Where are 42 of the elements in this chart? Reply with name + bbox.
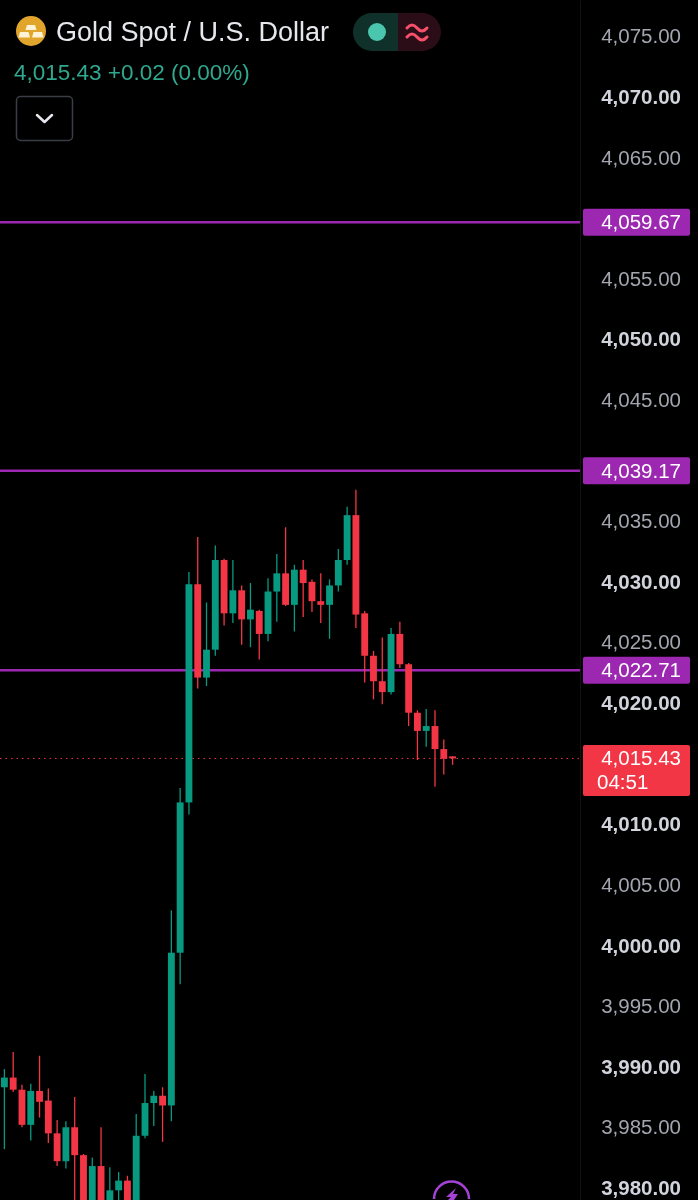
candlestick bbox=[159, 1086, 166, 1143]
y-tick-label: 4,005.00 bbox=[601, 872, 681, 896]
y-tick-label: 4,045.00 bbox=[601, 388, 681, 412]
candlestick bbox=[9, 1051, 17, 1093]
ref-line-label: 4,015.43 bbox=[601, 746, 681, 770]
ref-line-label: 4,039.17 bbox=[601, 458, 681, 482]
y-tick-label: 4,020.00 bbox=[601, 691, 681, 715]
y-tick-label: 4,030.00 bbox=[601, 569, 681, 593]
y-tick-label: 4,010.00 bbox=[601, 812, 681, 836]
y-tick-label: 4,055.00 bbox=[601, 266, 681, 290]
text: 04:51 bbox=[597, 770, 649, 794]
text: 4,015.43 +0.02 (0.00%) bbox=[14, 60, 250, 85]
y-tick-label: 4,070.00 bbox=[601, 85, 681, 109]
y-tick-label: 4,035.00 bbox=[601, 509, 681, 533]
candlestick bbox=[326, 578, 333, 640]
y-tick-label: 4,075.00 bbox=[601, 24, 681, 48]
candlestick bbox=[255, 609, 263, 661]
y-tick-label: 3,995.00 bbox=[601, 994, 681, 1018]
candlestick bbox=[124, 1175, 131, 1200]
candlestick bbox=[247, 582, 254, 648]
y-tick-label: 3,985.00 bbox=[601, 1115, 681, 1139]
candlestick bbox=[150, 1090, 158, 1127]
candlestick bbox=[422, 708, 430, 748]
candlestick bbox=[440, 738, 448, 776]
candlestick bbox=[378, 636, 386, 705]
candlestick bbox=[106, 1166, 114, 1200]
y-tick-label: 4,050.00 bbox=[601, 327, 681, 351]
text: Gold Spot / U.S. Dollar bbox=[56, 17, 330, 47]
candlestick bbox=[0, 1068, 8, 1150]
candlestick bbox=[229, 559, 237, 624]
y-tick-label: 4,000.00 bbox=[601, 933, 681, 957]
y-tick-label: 4,025.00 bbox=[601, 630, 681, 654]
y-tick-label: 3,990.00 bbox=[601, 1054, 681, 1078]
candlestick bbox=[115, 1171, 123, 1200]
candlestick bbox=[317, 572, 325, 624]
y-tick-label: 3,980.00 bbox=[601, 1175, 681, 1199]
y-tick-label: 4,065.00 bbox=[601, 145, 681, 169]
ref-line-label: 4,022.71 bbox=[601, 658, 681, 682]
ref-line-label: 4,059.67 bbox=[601, 210, 681, 234]
candlestick bbox=[299, 559, 307, 618]
candlestick bbox=[36, 1055, 43, 1119]
candlestick bbox=[273, 553, 281, 623]
